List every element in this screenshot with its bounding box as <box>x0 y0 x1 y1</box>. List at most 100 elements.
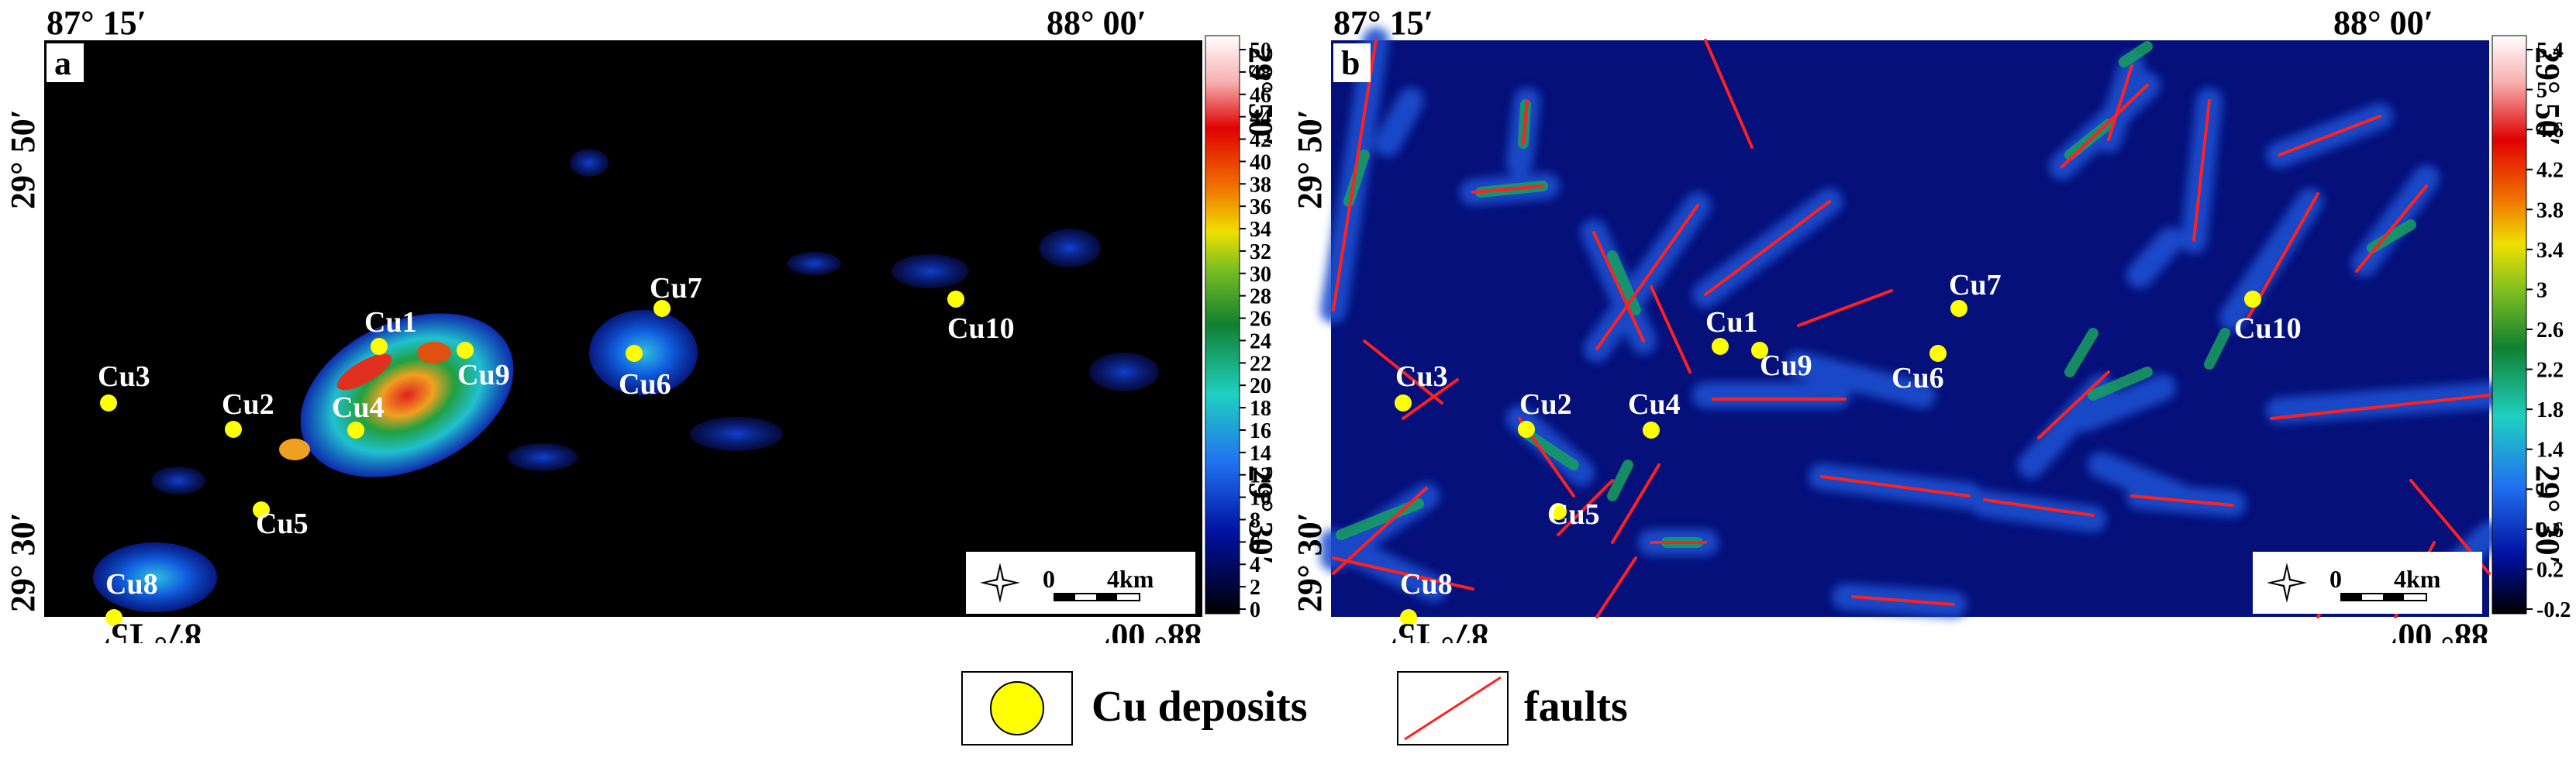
deposit-marker-cu10 <box>2244 291 2261 308</box>
colorbar-tick-label: 6 <box>1250 531 1260 555</box>
coord-right-bottom: 29° 30′ <box>1242 465 1280 565</box>
colorbar-tick-label: 2.2 <box>2536 359 2564 383</box>
colorbar-tick-label: 28 <box>1250 285 1271 309</box>
deposit-layer-a: Cu1 Cu2 Cu3 Cu4 Cu5 Cu6 Cu7 Cu8 Cu9 Cu10 <box>98 272 1015 626</box>
legend-deposit-swatch <box>961 671 1073 746</box>
deposit-marker-cu3 <box>100 394 117 411</box>
scale-bar-a: 0 4km <box>966 552 1195 614</box>
deposit-marker-cu3 <box>1395 394 1412 411</box>
panel-label-box <box>47 43 84 82</box>
legend-faults-label: faults <box>1524 683 1628 731</box>
deposit-marker-cu5 <box>253 501 270 518</box>
coord-top-left: 87° 15′ <box>1333 4 1433 42</box>
deposit-label-cu9: Cu9 <box>457 359 510 391</box>
deposit-label-cu6: Cu6 <box>1891 362 1944 394</box>
deposit-label-cu4: Cu4 <box>1628 388 1681 421</box>
panel-label-box <box>1333 43 1371 82</box>
colorbar-tick-label: 36 <box>1250 195 1271 219</box>
colorbar-tick-label: 30 <box>1250 263 1271 287</box>
coord-top-right: 88° 00′ <box>1047 4 1147 42</box>
map-panel-a: a Cu1 Cu2 Cu3 Cu4 Cu5 Cu6 Cu7 Cu8 Cu9 Cu… <box>0 0 1287 655</box>
deposit-marker-cu1 <box>1712 338 1729 355</box>
panel-label: a <box>54 44 71 82</box>
legend-deposits-label: Cu deposits <box>1091 683 1308 731</box>
deposit-label-cu7: Cu7 <box>650 272 702 305</box>
deposit-label-cu8: Cu8 <box>105 568 158 601</box>
deposit-marker-cu2 <box>225 421 242 438</box>
coord-left-top: 29° 50′ <box>4 109 42 209</box>
coord-bottom-left: 87° 15′ <box>102 617 202 643</box>
colorbar-tick-label: 16 <box>1250 419 1271 443</box>
north-arrow-icon <box>980 563 1020 603</box>
colorbar-tick-label: 32 <box>1250 240 1271 264</box>
panel-label: b <box>1341 44 1360 82</box>
deposit-marker-cu9 <box>1751 342 1768 359</box>
scale-zero: 0 <box>2329 565 2342 593</box>
colorbar-tick-label: 0.2 <box>2536 558 2564 582</box>
deposit-label-cu2: Cu2 <box>222 388 274 421</box>
coord-left-top: 29° 50′ <box>1291 109 1329 209</box>
deposit-label-cu10: Cu10 <box>947 312 1015 345</box>
deposit-marker-cu7 <box>653 300 671 317</box>
coord-left-bottom: 29° 30′ <box>1291 512 1329 612</box>
scale-end: 4km <box>2394 565 2441 593</box>
coord-bottom-left: 87° 15′ <box>1388 617 1488 643</box>
coord-left-bottom: 29° 30′ <box>4 512 42 612</box>
colorbar-tick-label: 12 <box>1250 464 1271 488</box>
colorbar-tick-label: 42 <box>1250 129 1271 153</box>
deposit-marker-cu6 <box>626 345 643 362</box>
deposit-marker-cu9 <box>457 342 474 359</box>
deposit-symbol-icon <box>990 681 1044 735</box>
colorbar-tick-label: 2 <box>1250 576 1260 600</box>
deposit-marker-cu7 <box>1950 300 1967 317</box>
colorbar-tick-label: 4 <box>1250 553 1260 577</box>
deposit-label-cu5: Cu5 <box>256 508 309 540</box>
colorbar-tick-label: 3 <box>2536 278 2547 302</box>
deposit-layer-b: Cu1 Cu2 Cu3 Cu4 Cu5 Cu6 Cu7 Cu8 Cu9 Cu10 <box>1395 269 2302 626</box>
north-arrow-icon <box>2267 563 2307 603</box>
deposit-label-cu1: Cu1 <box>1705 306 1758 339</box>
coord-top-left: 87° 15′ <box>47 4 147 42</box>
colorbar-tick-label: 26 <box>1250 308 1271 332</box>
deposit-marker-cu8 <box>1400 609 1417 626</box>
deposit-label-cu3: Cu3 <box>1395 360 1448 393</box>
deposit-label-cu4: Cu4 <box>332 391 385 424</box>
coord-right-top: 29° 50′ <box>1242 46 1280 146</box>
colorbar-tick-label: 3.4 <box>2536 239 2564 263</box>
deposit-label-cu3: Cu3 <box>98 360 150 393</box>
deposit-label-cu6: Cu6 <box>619 368 671 401</box>
deposit-marker-cu5 <box>1550 503 1567 520</box>
colorbar-tick-label: 5 <box>2536 79 2547 103</box>
colorbar-tick-label: 38 <box>1250 173 1271 197</box>
colorbar-tick-label: 4.2 <box>2536 159 2564 183</box>
coord-right-bottom: 29° 30′ <box>2529 465 2567 565</box>
deposit-marker-cu6 <box>1929 345 1947 362</box>
colorbar-tick-label: 34 <box>1250 218 1271 242</box>
colorbar-a: 5048464442403836343230282624222018161412… <box>1205 35 1271 622</box>
deposit-marker-cu8 <box>105 609 122 626</box>
colorbar-tick-label: 50 <box>1250 39 1271 63</box>
deposit-marker-cu4 <box>1643 422 1660 439</box>
coord-right-top: 29° 50′ <box>2529 46 2567 146</box>
deposit-label-cu7: Cu7 <box>1949 269 2002 301</box>
deposit-marker-cu4 <box>347 422 364 439</box>
deposit-label-cu8: Cu8 <box>1400 568 1453 601</box>
colorbar-tick-label: 24 <box>1250 329 1271 353</box>
colorbar-tick-label: 4.6 <box>2536 119 2564 143</box>
legend-fault-swatch <box>1397 671 1509 746</box>
deposit-label-cu1: Cu1 <box>364 306 417 339</box>
colorbar-tick-label: 0.6 <box>2536 518 2564 542</box>
deposit-marker-cu2 <box>1518 421 1535 438</box>
colorbar-tick-label: 40 <box>1250 150 1271 174</box>
colorbar-tick-label: 18 <box>1250 397 1271 421</box>
colorbar-tick-label: 1 <box>2536 478 2547 502</box>
coord-bottom-right: 88° 00′ <box>1102 617 1202 643</box>
colorbar-b: 5.4 5 4.6 4.2 3.8 3.4 3 2.6 2.2 1.8 1.4 1 0.6 0.2 -0.2 <box>2492 35 2571 622</box>
colorbar-tick-label: 44 <box>1250 106 1271 130</box>
deposit-label-cu2: Cu2 <box>1519 388 1572 421</box>
colorbar-tick-label: 1.8 <box>2536 398 2564 422</box>
scale-zero: 0 <box>1043 565 1055 593</box>
colorbar-tick-label: -0.2 <box>2536 598 2571 622</box>
colorbar-tick-label: 8 <box>1250 508 1260 532</box>
deposit-marker-cu1 <box>371 338 388 355</box>
